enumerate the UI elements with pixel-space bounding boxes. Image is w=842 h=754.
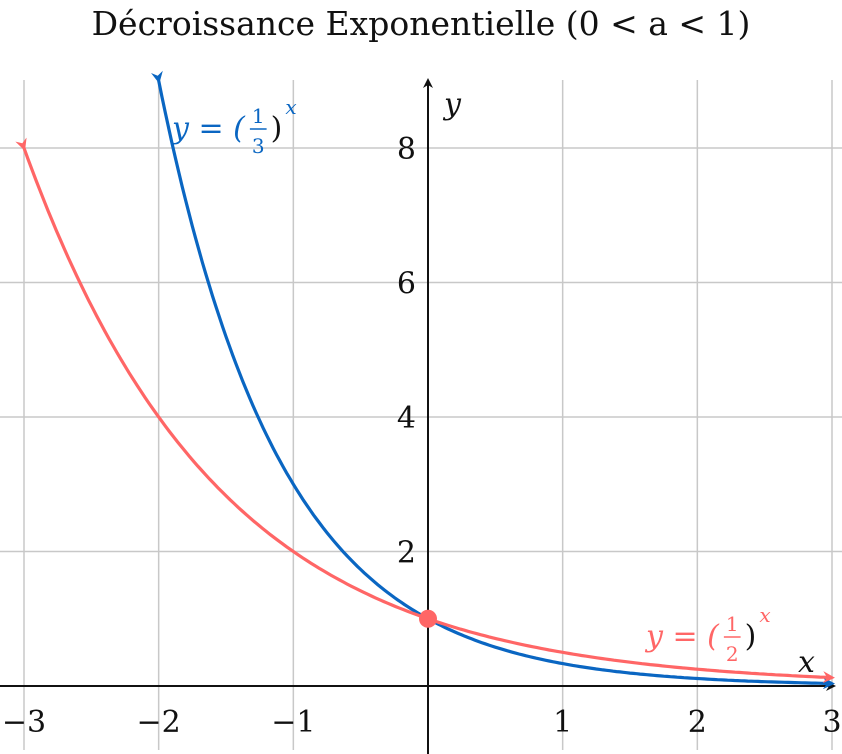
y-tick-label: 8 [397, 132, 416, 167]
series-label-denominator: 3 [252, 134, 265, 158]
series-label-numerator: 1 [252, 104, 265, 128]
y-axis-label: y [442, 87, 462, 122]
x-axis-label: x [798, 645, 815, 680]
highlight-point [419, 609, 437, 628]
curves [15, 70, 835, 690]
y-tick-label: 6 [397, 267, 416, 302]
series-label-numerator: 1 [726, 612, 739, 636]
x-tick-label: 1 [553, 705, 572, 740]
x-tick-label: −3 [2, 705, 46, 740]
y-tick-label: 4 [397, 401, 416, 436]
x-tick-label: −2 [137, 705, 181, 740]
x-tick-label: 2 [688, 705, 707, 740]
x-tick-label: 3 [822, 705, 841, 740]
series-label-close: ) [271, 111, 283, 146]
series-label-main: y = ( [644, 619, 720, 654]
series-label-exponent: x [759, 603, 770, 627]
y-tick-label: 2 [397, 536, 416, 571]
series-line-one-third [151, 70, 835, 690]
chart-title: Décroissance Exponentielle (0 < a < 1) [91, 4, 751, 43]
series-label: y = (1 3)x [170, 95, 297, 158]
x-tick-label: −1 [271, 705, 315, 740]
series-label-exponent: x [285, 95, 296, 119]
series-label: y = (1 2)x [644, 603, 771, 666]
series-label-close: ) [745, 619, 757, 654]
series-label-denominator: 2 [726, 642, 739, 666]
series-label-main: y = ( [170, 111, 246, 146]
